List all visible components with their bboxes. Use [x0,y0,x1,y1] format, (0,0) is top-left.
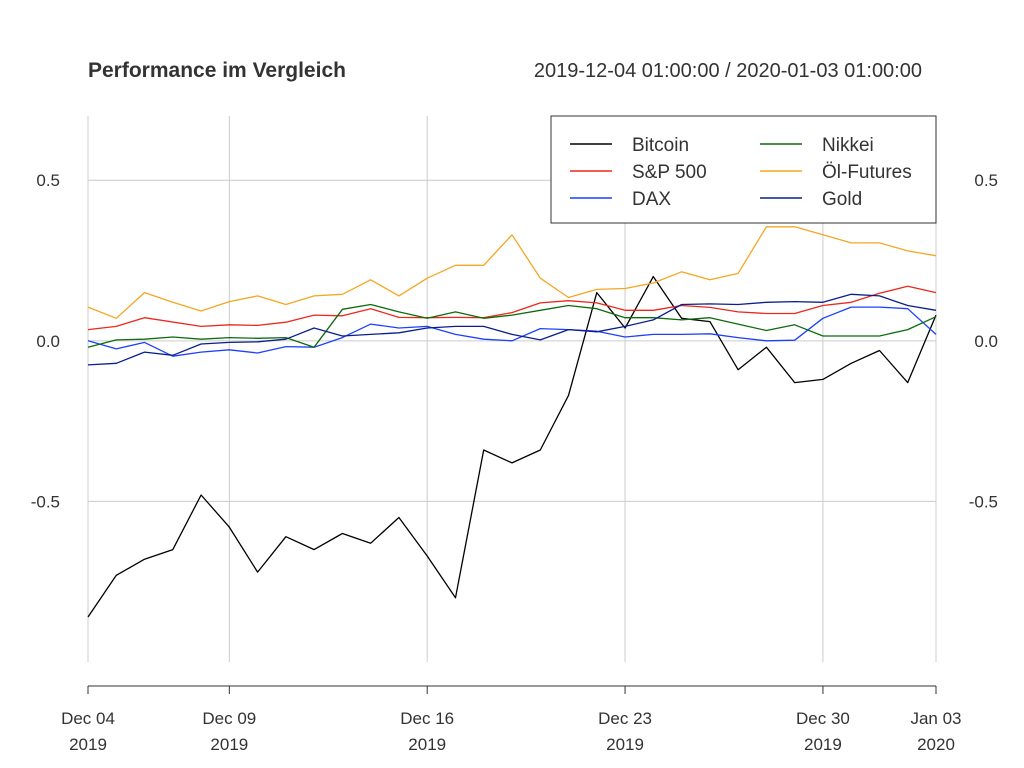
legend-label: S&P 500 [632,162,707,183]
x-tick-label: 2019 [69,735,107,754]
y-tick-label-right: 0.5 [974,171,998,190]
series-line-dax [87,306,937,357]
legend-label: Nikkei [822,135,874,156]
legend-label: Öl-Futures [822,162,912,183]
legend-label: Gold [822,189,862,210]
series-line-gold [87,293,937,366]
y-tick-label-right: 0.0 [974,332,998,351]
x-tick-label: Dec 16 [400,709,454,728]
y-tick-label-left: 0.5 [36,171,60,190]
x-tick-label: Dec 09 [202,709,256,728]
x-tick-label: 2020 [917,735,955,754]
x-tick-label: Dec 04 [61,709,115,728]
x-tick-label: Dec 23 [598,709,652,728]
y-tick-label-left: -0.5 [31,492,60,511]
legend-label: DAX [632,189,671,210]
series-line--l-futures [87,226,937,319]
x-tick-label: 2019 [606,735,644,754]
legend-label: Bitcoin [632,135,689,156]
series-line-nikkei [87,303,937,348]
x-tick-label: Jan 03 [910,709,961,728]
legend: Bitcoin S&P 500 DAX Nikkei Öl-Futures Gold [550,115,937,224]
x-tick-label: 2019 [408,735,446,754]
chart-title: Performance im Vergleich [88,59,346,82]
series [87,226,937,618]
legend-box [550,115,937,224]
axes: Dec 04 2019 Dec 09 2019 Dec 16 2019 Dec 23 2019… [31,171,998,754]
x-tick-label: 2019 [210,735,248,754]
series-line-s-p-500 [87,285,937,331]
y-tick-label-left: 0.0 [36,332,60,351]
series-line-bitcoin [87,275,937,618]
x-tick-label: 2019 [804,735,842,754]
y-tick-label-right: -0.5 [969,492,998,511]
period-label: 2019-12-04 01:00:00 / 2020-01-03 01:00:0… [534,60,922,82]
x-tick-label: Dec 30 [796,709,850,728]
